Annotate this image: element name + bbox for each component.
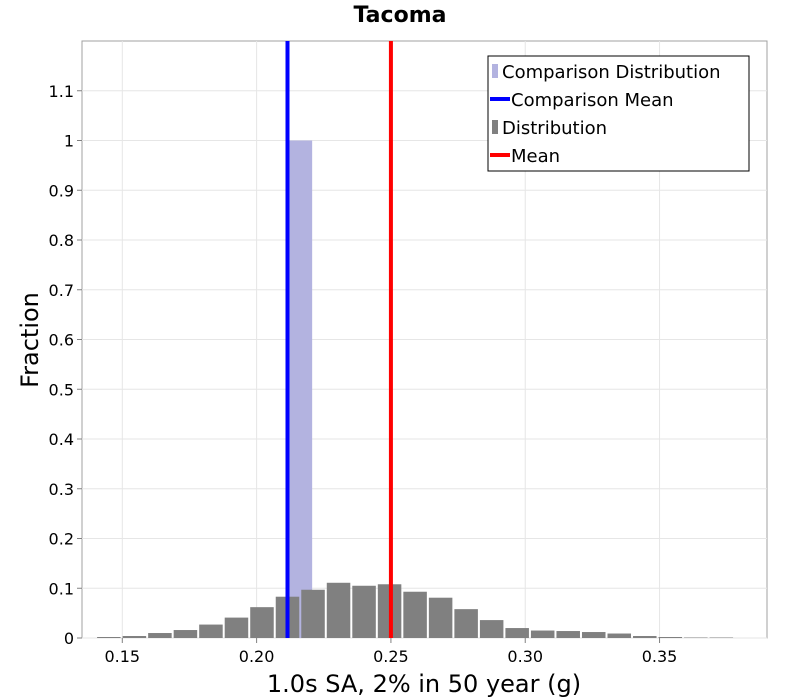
distribution-bar bbox=[607, 633, 632, 638]
distribution-bar bbox=[556, 631, 580, 638]
distribution-bar bbox=[633, 636, 657, 638]
x-tick-label: 0.15 bbox=[104, 647, 140, 666]
y-tick-label: 1 bbox=[64, 132, 74, 151]
distribution-bar bbox=[403, 591, 427, 638]
distribution-bar bbox=[428, 597, 453, 638]
legend-swatch bbox=[492, 120, 498, 134]
y-tick-label: 0.4 bbox=[49, 430, 74, 449]
legend-label: Distribution bbox=[502, 118, 607, 139]
distribution-bar bbox=[301, 589, 325, 638]
y-tick-label: 0.2 bbox=[49, 530, 74, 549]
y-tick-label: 1.1 bbox=[49, 82, 74, 101]
legend-swatch bbox=[492, 64, 498, 78]
x-tick-label: 0.25 bbox=[373, 647, 409, 666]
distribution-bar bbox=[326, 582, 351, 638]
distribution-bar bbox=[122, 636, 147, 638]
x-tick-label: 0.35 bbox=[642, 647, 678, 666]
distribution-bar bbox=[479, 620, 504, 638]
distribution-bar bbox=[581, 632, 606, 638]
distribution-bar bbox=[530, 630, 555, 638]
x-tick-label: 0.20 bbox=[239, 647, 275, 666]
y-tick-label: 0.5 bbox=[49, 380, 74, 399]
distribution-bar bbox=[97, 637, 121, 638]
x-tick-label: 0.30 bbox=[507, 647, 543, 666]
legend: Comparison Distribution Comparison Mean Di… bbox=[487, 55, 750, 172]
distribution-bar bbox=[173, 630, 198, 638]
y-tick-label: 0 bbox=[64, 629, 74, 648]
legend-label: Comparison Distribution bbox=[502, 62, 721, 83]
y-tick-label: 0.9 bbox=[49, 181, 74, 200]
legend-label: Mean bbox=[511, 146, 560, 167]
mean-lines bbox=[285, 41, 393, 638]
x-axis-label: 1.0s SA, 2% in 50 year (g) bbox=[267, 670, 581, 698]
distribution-bar bbox=[250, 607, 274, 638]
legend-box bbox=[487, 55, 750, 172]
chart-title: Tacoma bbox=[354, 3, 447, 28]
y-axis-ticks: 0 0.1 0.2 0.3 0.4 0.5 0.6 0.7 0.8 0.9 1 1.1 bbox=[49, 82, 82, 648]
y-tick-label: 0.6 bbox=[49, 331, 74, 350]
distribution-bar bbox=[352, 585, 376, 638]
legend-label: Comparison Mean bbox=[511, 90, 674, 111]
y-tick-label: 0.8 bbox=[49, 231, 74, 250]
distribution-bar bbox=[658, 637, 683, 638]
y-tick-label: 0.1 bbox=[49, 579, 74, 598]
y-axis-label: Fraction bbox=[16, 292, 44, 388]
x-axis-ticks: 0.15 0.20 0.25 0.30 0.35 bbox=[104, 638, 677, 666]
y-tick-label: 0.3 bbox=[49, 480, 74, 499]
distribution-bar bbox=[505, 628, 529, 638]
comparison-distribution-bar bbox=[288, 140, 313, 638]
distribution-bar bbox=[224, 617, 249, 638]
distribution-bar bbox=[199, 624, 223, 638]
distribution-bar bbox=[454, 609, 478, 638]
bars bbox=[97, 140, 734, 638]
distribution-bar bbox=[148, 633, 172, 638]
y-tick-label: 0.7 bbox=[49, 281, 74, 300]
